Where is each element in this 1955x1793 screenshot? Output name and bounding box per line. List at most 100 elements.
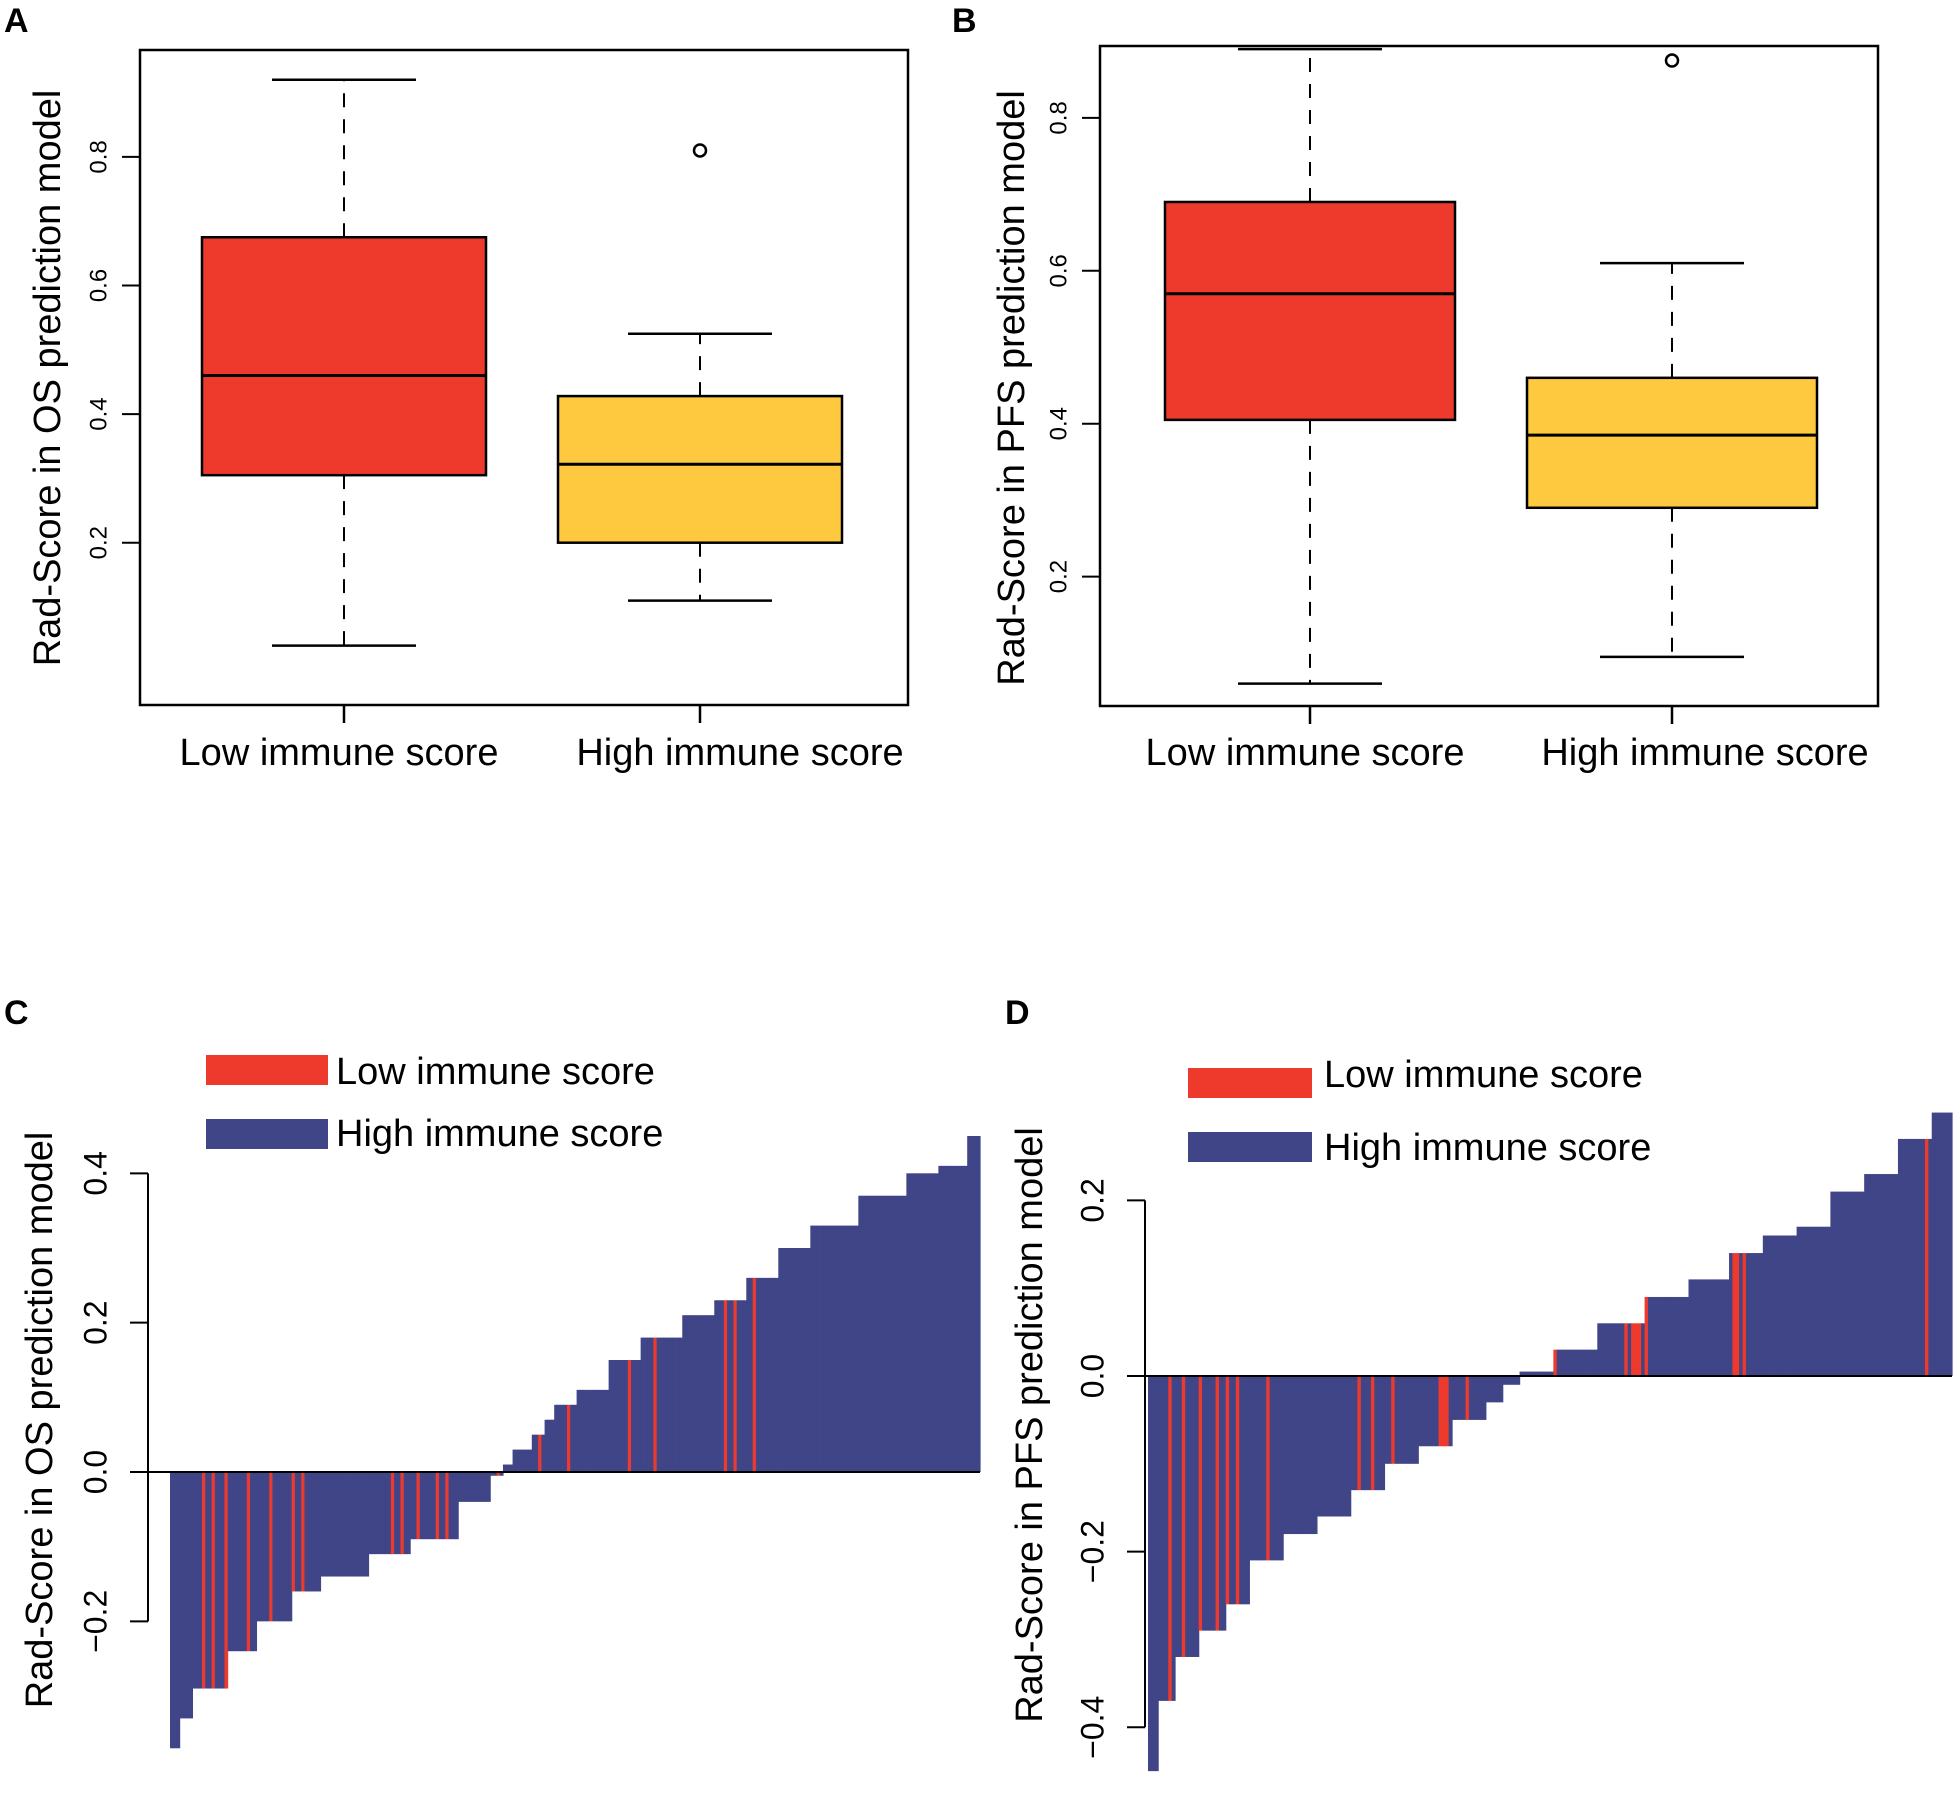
bar-high-immune [1229,1376,1234,1605]
bar-high-immune [1283,1376,1288,1535]
bar-low-immune [1445,1376,1450,1447]
bar-high-immune [522,1449,526,1472]
bar-high-immune [1327,1376,1332,1517]
y-tick-label: 0.2 [77,1300,113,1344]
bar-high-immune [1533,1371,1538,1376]
bar-high-immune [1610,1323,1615,1376]
bar-high-immune [288,1472,293,1622]
bar-high-immune [1492,1376,1497,1403]
bar-high-immune [1681,1296,1686,1376]
bar-low-immune [1235,1376,1240,1605]
bar-high-immune [240,1472,245,1652]
bar-high-immune [922,1173,927,1472]
panel-b-boxplot: 0.2 0.4 0.6 0.8 Rad-Score in PFS prediction… [991,44,1880,774]
bar-low-immune [1924,1138,1929,1376]
bar-high-immune [1343,1376,1348,1517]
bar-high-immune [323,1472,328,1577]
bar-high-immune [1347,1376,1352,1517]
bar-high-immune [422,1472,427,1540]
bar-high-immune [1806,1226,1811,1376]
y-tick-label: 0.2 [1074,1178,1110,1222]
bar-high-immune [867,1195,872,1472]
bar-high-immune [1664,1296,1669,1376]
bar-high-immune [182,1472,187,1719]
outlier-point-high [692,143,708,158]
y-axis: 0.2 0.4 0.6 0.8 [85,140,140,559]
bar-high-immune [711,1315,715,1472]
bar-high-immune [1583,1349,1588,1376]
bar-high-immune [1252,1376,1257,1561]
bar-high-immune [589,1389,594,1472]
bar-high-immune [816,1225,821,1472]
bar-high-immune [1289,1376,1294,1535]
bar-high-immune [470,1472,475,1502]
bar-high-immune [1914,1138,1919,1376]
bar-high-immune [1550,1371,1554,1376]
bar-high-immune [304,1472,309,1592]
y-tick-label: −0.2 [1074,1520,1110,1583]
bar-high-immune [1573,1349,1578,1376]
bar-high-immune [839,1225,843,1472]
bar-high-immune [474,1472,478,1502]
bar-high-immune [941,1165,946,1472]
bar-high-immune [1354,1376,1359,1491]
bar-high-immune [192,1472,197,1689]
bar-high-immune [1827,1226,1831,1376]
bar-high-immune [1908,1138,1913,1376]
bar-low-immune [538,1434,542,1472]
bar-high-immune [275,1472,280,1622]
bar-high-immune [189,1472,194,1719]
bar-high-immune [1678,1296,1683,1376]
bar-high-immune [717,1300,722,1472]
bar-high-immune [669,1337,674,1472]
bar-high-immune [349,1472,354,1577]
bar-high-immune [499,1472,504,1476]
bar-high-immune [928,1173,933,1472]
bar-high-immune [576,1389,581,1472]
bar-high-immune [234,1472,238,1652]
bar-high-immune [1729,1253,1734,1376]
y-axis-title: Rad-Score in OS prediction model [19,1132,61,1709]
bar-high-immune [1685,1296,1690,1376]
bar-high-immune [1506,1376,1511,1385]
panel-d-waterfall: −0.4 −0.2 0.0 0.2 Rad-Score in PFS predicti… [1009,1054,1953,1772]
bar-high-immune [1259,1376,1264,1561]
bar-high-immune [1333,1376,1338,1517]
bar-high-immune [1310,1376,1315,1535]
bar-high-immune [691,1315,696,1472]
bar-high-immune [842,1225,847,1472]
bar-high-immune [1522,1371,1527,1376]
bar-high-immune [282,1472,286,1622]
y-tick-label: 0.4 [1045,407,1072,440]
bar-high-immune [176,1472,181,1749]
bar-high-immune [1475,1376,1480,1420]
bar-high-immune [1452,1376,1457,1420]
bar-high-immune [342,1472,347,1577]
bar-high-immune [1404,1376,1409,1464]
bar-high-immune [803,1248,808,1472]
bar-high-immune [858,1195,863,1472]
bar-high-immune [957,1165,962,1472]
bar-high-immune [1286,1376,1291,1535]
bar-high-immune [1789,1235,1794,1376]
bar-high-immune [1590,1349,1595,1376]
bar-high-immune [1546,1371,1551,1376]
bar-high-immune [1810,1226,1815,1376]
bar-high-immune [826,1225,831,1472]
bar-high-immune [1725,1279,1730,1376]
bar-low-immune [653,1337,658,1472]
bar-high-immune [707,1315,712,1472]
bar-high-immune [1941,1112,1946,1376]
bar-high-immune [1901,1138,1906,1376]
bar-high-immune [602,1389,607,1472]
bar-high-immune [1928,1138,1933,1376]
bar-high-immune [1212,1376,1217,1631]
bar-high-immune [250,1472,254,1652]
plot-frame [1098,44,1880,708]
bar-high-immune [550,1419,555,1472]
bar-high-immune [871,1195,875,1472]
bar-high-immune [679,1337,683,1472]
box-low [1163,200,1457,422]
bar-high-immune [714,1300,719,1472]
bar-high-immune [1468,1376,1473,1420]
